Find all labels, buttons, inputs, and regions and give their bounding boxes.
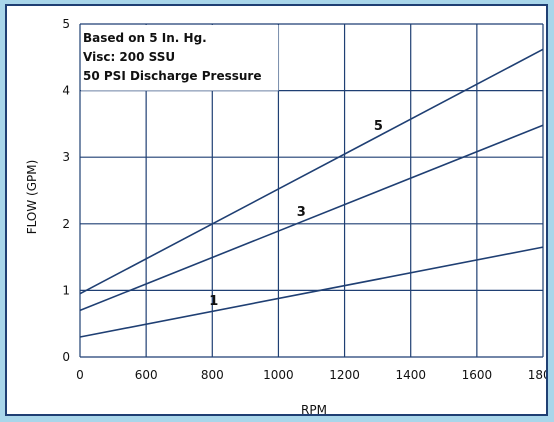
series-labels: 5 3 1 bbox=[209, 119, 383, 309]
x-tick-label-1200: 1200 bbox=[329, 368, 360, 382]
series-label-5: 5 bbox=[374, 119, 383, 134]
x-tick-label-1800: 1800 bbox=[528, 368, 546, 382]
y-axis-title: FLOW (GPM) bbox=[25, 160, 39, 235]
x-tick-label-1000: 1000 bbox=[263, 368, 294, 382]
annotation-line-3: 50 PSI Discharge Pressure bbox=[83, 69, 262, 83]
y-tick-label-5: 5 bbox=[62, 17, 70, 31]
annotation-box: Based on 5 In. Hg. Visc: 200 SSU 50 PSI … bbox=[81, 25, 279, 91]
y-tick-label-4: 4 bbox=[62, 84, 70, 98]
chart-frame: Based on 5 In. Hg. Visc: 200 SSU 50 PSI … bbox=[5, 4, 548, 416]
y-tick-label-1: 1 bbox=[62, 283, 70, 297]
series-line-1 bbox=[79, 246, 544, 338]
x-tick-label-600: 600 bbox=[135, 368, 158, 382]
y-tick-label-0: 0 bbox=[62, 350, 70, 364]
x-tick-label-800: 800 bbox=[201, 368, 224, 382]
flow-vs-rpm-chart: Based on 5 In. Hg. Visc: 200 SSU 50 PSI … bbox=[25, 17, 546, 414]
series-line-5 bbox=[79, 48, 544, 295]
y-tick-label-2: 2 bbox=[62, 217, 70, 231]
annotation-line-2: Visc: 200 SSU bbox=[83, 50, 175, 64]
series-line-3 bbox=[79, 124, 544, 312]
series-lines bbox=[79, 48, 544, 338]
series-label-3: 3 bbox=[297, 205, 306, 220]
series-label-1: 1 bbox=[209, 294, 218, 309]
tick-labels: 0 600 800 1000 1200 1400 1600 1800 0 1 2 3 4 5 bbox=[62, 17, 546, 382]
annotation-line-1: Based on 5 In. Hg. bbox=[83, 31, 207, 45]
x-axis-title: RPM bbox=[301, 403, 327, 414]
annotation-background bbox=[81, 25, 279, 91]
y-tick-label-3: 3 bbox=[62, 150, 70, 164]
x-tick-label-1400: 1400 bbox=[395, 368, 426, 382]
x-tick-label-0: 0 bbox=[76, 368, 84, 382]
x-tick-label-1600: 1600 bbox=[462, 368, 493, 382]
